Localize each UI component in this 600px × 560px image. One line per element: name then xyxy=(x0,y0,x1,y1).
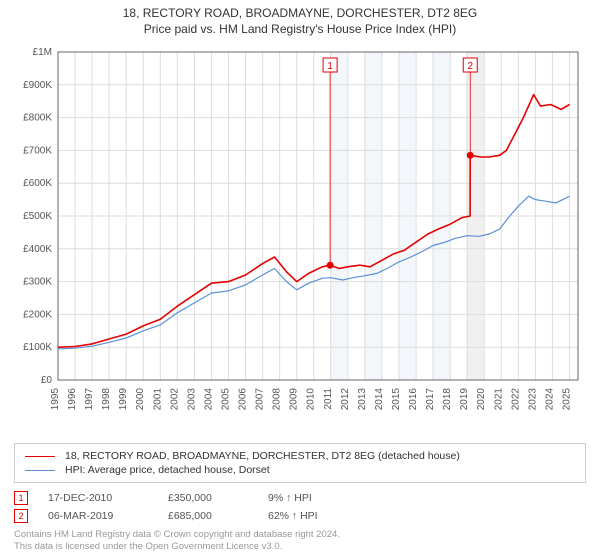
svg-text:2012: 2012 xyxy=(340,388,351,411)
svg-text:2009: 2009 xyxy=(289,388,300,411)
svg-text:2015: 2015 xyxy=(391,388,402,411)
sale-price-1: £350,000 xyxy=(168,492,268,504)
sale-price-2: £685,000 xyxy=(168,510,268,522)
svg-text:2019: 2019 xyxy=(459,388,470,411)
legend-item-hpi: HPI: Average price, detached house, Dors… xyxy=(25,464,575,476)
sale-row-1: 1 17-DEC-2010 £350,000 9% ↑ HPI xyxy=(14,491,586,505)
footer-line2: This data is licensed under the Open Gov… xyxy=(14,541,586,553)
svg-text:2022: 2022 xyxy=(510,388,521,411)
svg-text:2001: 2001 xyxy=(152,388,163,411)
svg-text:£200K: £200K xyxy=(23,309,52,320)
footer-attribution: Contains HM Land Registry data © Crown c… xyxy=(14,529,586,554)
svg-text:£0: £0 xyxy=(41,375,53,386)
svg-text:1995: 1995 xyxy=(50,388,61,411)
svg-text:1: 1 xyxy=(327,61,333,72)
svg-text:2007: 2007 xyxy=(255,388,266,411)
legend-label-hpi: HPI: Average price, detached house, Dors… xyxy=(65,464,270,476)
svg-text:2023: 2023 xyxy=(527,388,538,411)
svg-text:2016: 2016 xyxy=(408,388,419,411)
svg-text:2003: 2003 xyxy=(186,388,197,411)
legend-label-property: 18, RECTORY ROAD, BROADMAYNE, DORCHESTER… xyxy=(65,450,460,462)
legend-swatch-property xyxy=(25,456,55,457)
svg-text:£600K: £600K xyxy=(23,178,52,189)
sales-table: 1 17-DEC-2010 £350,000 9% ↑ HPI 2 06-MAR… xyxy=(14,491,586,523)
svg-text:2010: 2010 xyxy=(306,388,317,411)
chart-title-line1: 18, RECTORY ROAD, BROADMAYNE, DORCHESTER… xyxy=(14,6,586,20)
svg-text:2013: 2013 xyxy=(357,388,368,411)
sale-date-2: 06-MAR-2019 xyxy=(48,510,168,522)
svg-text:1996: 1996 xyxy=(67,388,78,411)
chart-plot-area: £0 £100K £200K £300K £400K £500K £600K £700K £80… xyxy=(14,42,586,437)
svg-text:2005: 2005 xyxy=(220,388,231,411)
svg-text:2024: 2024 xyxy=(544,388,555,411)
svg-text:2002: 2002 xyxy=(169,388,180,411)
sale-marker-2: 2 xyxy=(14,509,28,523)
chart-legend: 18, RECTORY ROAD, BROADMAYNE, DORCHESTER… xyxy=(14,443,586,483)
svg-text:£400K: £400K xyxy=(23,244,52,255)
svg-text:1997: 1997 xyxy=(84,388,95,411)
svg-text:1998: 1998 xyxy=(101,388,112,411)
svg-text:1999: 1999 xyxy=(118,388,129,411)
svg-text:2018: 2018 xyxy=(442,388,453,411)
svg-text:£700K: £700K xyxy=(23,145,52,156)
sale-marker-1: 1 xyxy=(14,491,28,505)
svg-text:2008: 2008 xyxy=(272,388,283,411)
svg-text:2021: 2021 xyxy=(493,388,504,411)
chart-title-line2: Price paid vs. HM Land Registry's House … xyxy=(14,22,586,36)
sale-pct-1: 9% ↑ HPI xyxy=(268,492,388,504)
svg-text:£300K: £300K xyxy=(23,277,52,288)
chart-container: 18, RECTORY ROAD, BROADMAYNE, DORCHESTER… xyxy=(0,0,600,560)
legend-swatch-hpi xyxy=(25,470,55,471)
svg-text:2020: 2020 xyxy=(476,388,487,411)
svg-text:2014: 2014 xyxy=(374,388,385,411)
svg-text:2: 2 xyxy=(467,61,473,72)
svg-text:£500K: £500K xyxy=(23,211,52,222)
svg-text:£800K: £800K xyxy=(23,113,52,124)
legend-item-property: 18, RECTORY ROAD, BROADMAYNE, DORCHESTER… xyxy=(25,450,575,462)
svg-text:2004: 2004 xyxy=(203,388,214,411)
sale-pct-2: 62% ↑ HPI xyxy=(268,510,388,522)
svg-text:2011: 2011 xyxy=(323,388,334,410)
svg-text:£1M: £1M xyxy=(33,47,52,58)
footer-line1: Contains HM Land Registry data © Crown c… xyxy=(14,529,586,541)
line-chart-svg: £0 £100K £200K £300K £400K £500K £600K £700K £80… xyxy=(14,42,586,437)
svg-text:2025: 2025 xyxy=(561,388,572,411)
svg-text:£900K: £900K xyxy=(23,80,52,91)
sale-row-2: 2 06-MAR-2019 £685,000 62% ↑ HPI xyxy=(14,509,586,523)
svg-text:2006: 2006 xyxy=(238,388,249,411)
svg-text:2017: 2017 xyxy=(425,388,436,411)
svg-text:£100K: £100K xyxy=(23,342,52,353)
svg-text:2000: 2000 xyxy=(135,388,146,411)
sale-date-1: 17-DEC-2010 xyxy=(48,492,168,504)
